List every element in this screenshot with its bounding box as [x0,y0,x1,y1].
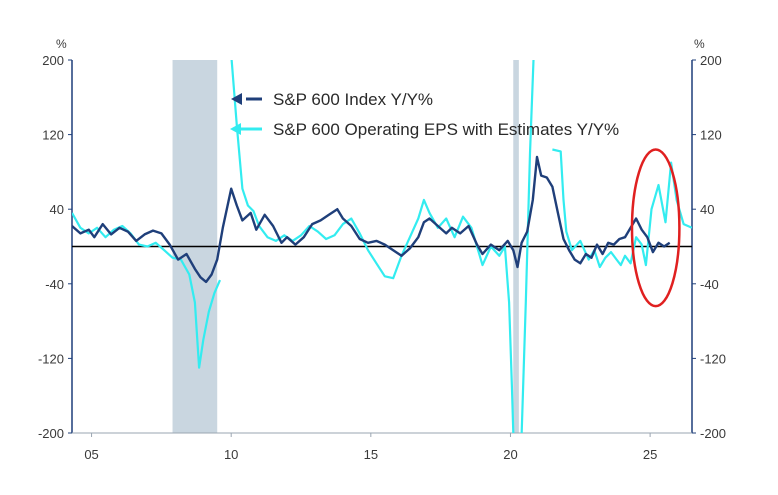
left-tick-label: -40 [45,277,64,292]
legend: S&P 600 Index Y/Y% S&P 600 Operating EPS… [230,90,619,139]
left-tick-label: -120 [38,351,64,366]
series-line-sp600-eps [72,60,692,433]
right-tick-label: 40 [700,202,714,217]
axes [68,59,696,437]
x-tick-label: 20 [503,447,517,462]
series-line-sp600-index [72,155,671,284]
x-tick-label: 10 [224,447,238,462]
right-tick-label: -200 [700,426,726,441]
x-tick-label: 25 [643,447,657,462]
legend-index-label: S&P 600 Index Y/Y% [273,90,433,109]
legend-eps-arrowhead [230,123,241,135]
highlight-ellipse [630,148,681,308]
x-tick-label: 15 [364,447,378,462]
right-tick-label: -120 [700,351,726,366]
tick-labels: 200 200 120 120 40 40 -40 -40 -120 -120 -200 -200 05… [38,53,726,462]
right-axis-unit: % [694,37,705,51]
left-tick-label: -200 [38,426,64,441]
legend-index-arrowhead [231,93,242,105]
right-tick-label: -40 [700,277,719,292]
x-tick-label: 05 [84,447,98,462]
left-axis-unit: % [56,37,67,51]
left-tick-label: 40 [50,202,64,217]
right-tick-label: 120 [700,128,722,143]
left-tick-label: 120 [42,128,64,143]
series-lines [72,60,692,433]
legend-eps-label: S&P 600 Operating EPS with Estimates Y/Y… [273,120,619,139]
right-tick-label: 200 [700,53,722,68]
left-tick-label: 200 [42,53,64,68]
